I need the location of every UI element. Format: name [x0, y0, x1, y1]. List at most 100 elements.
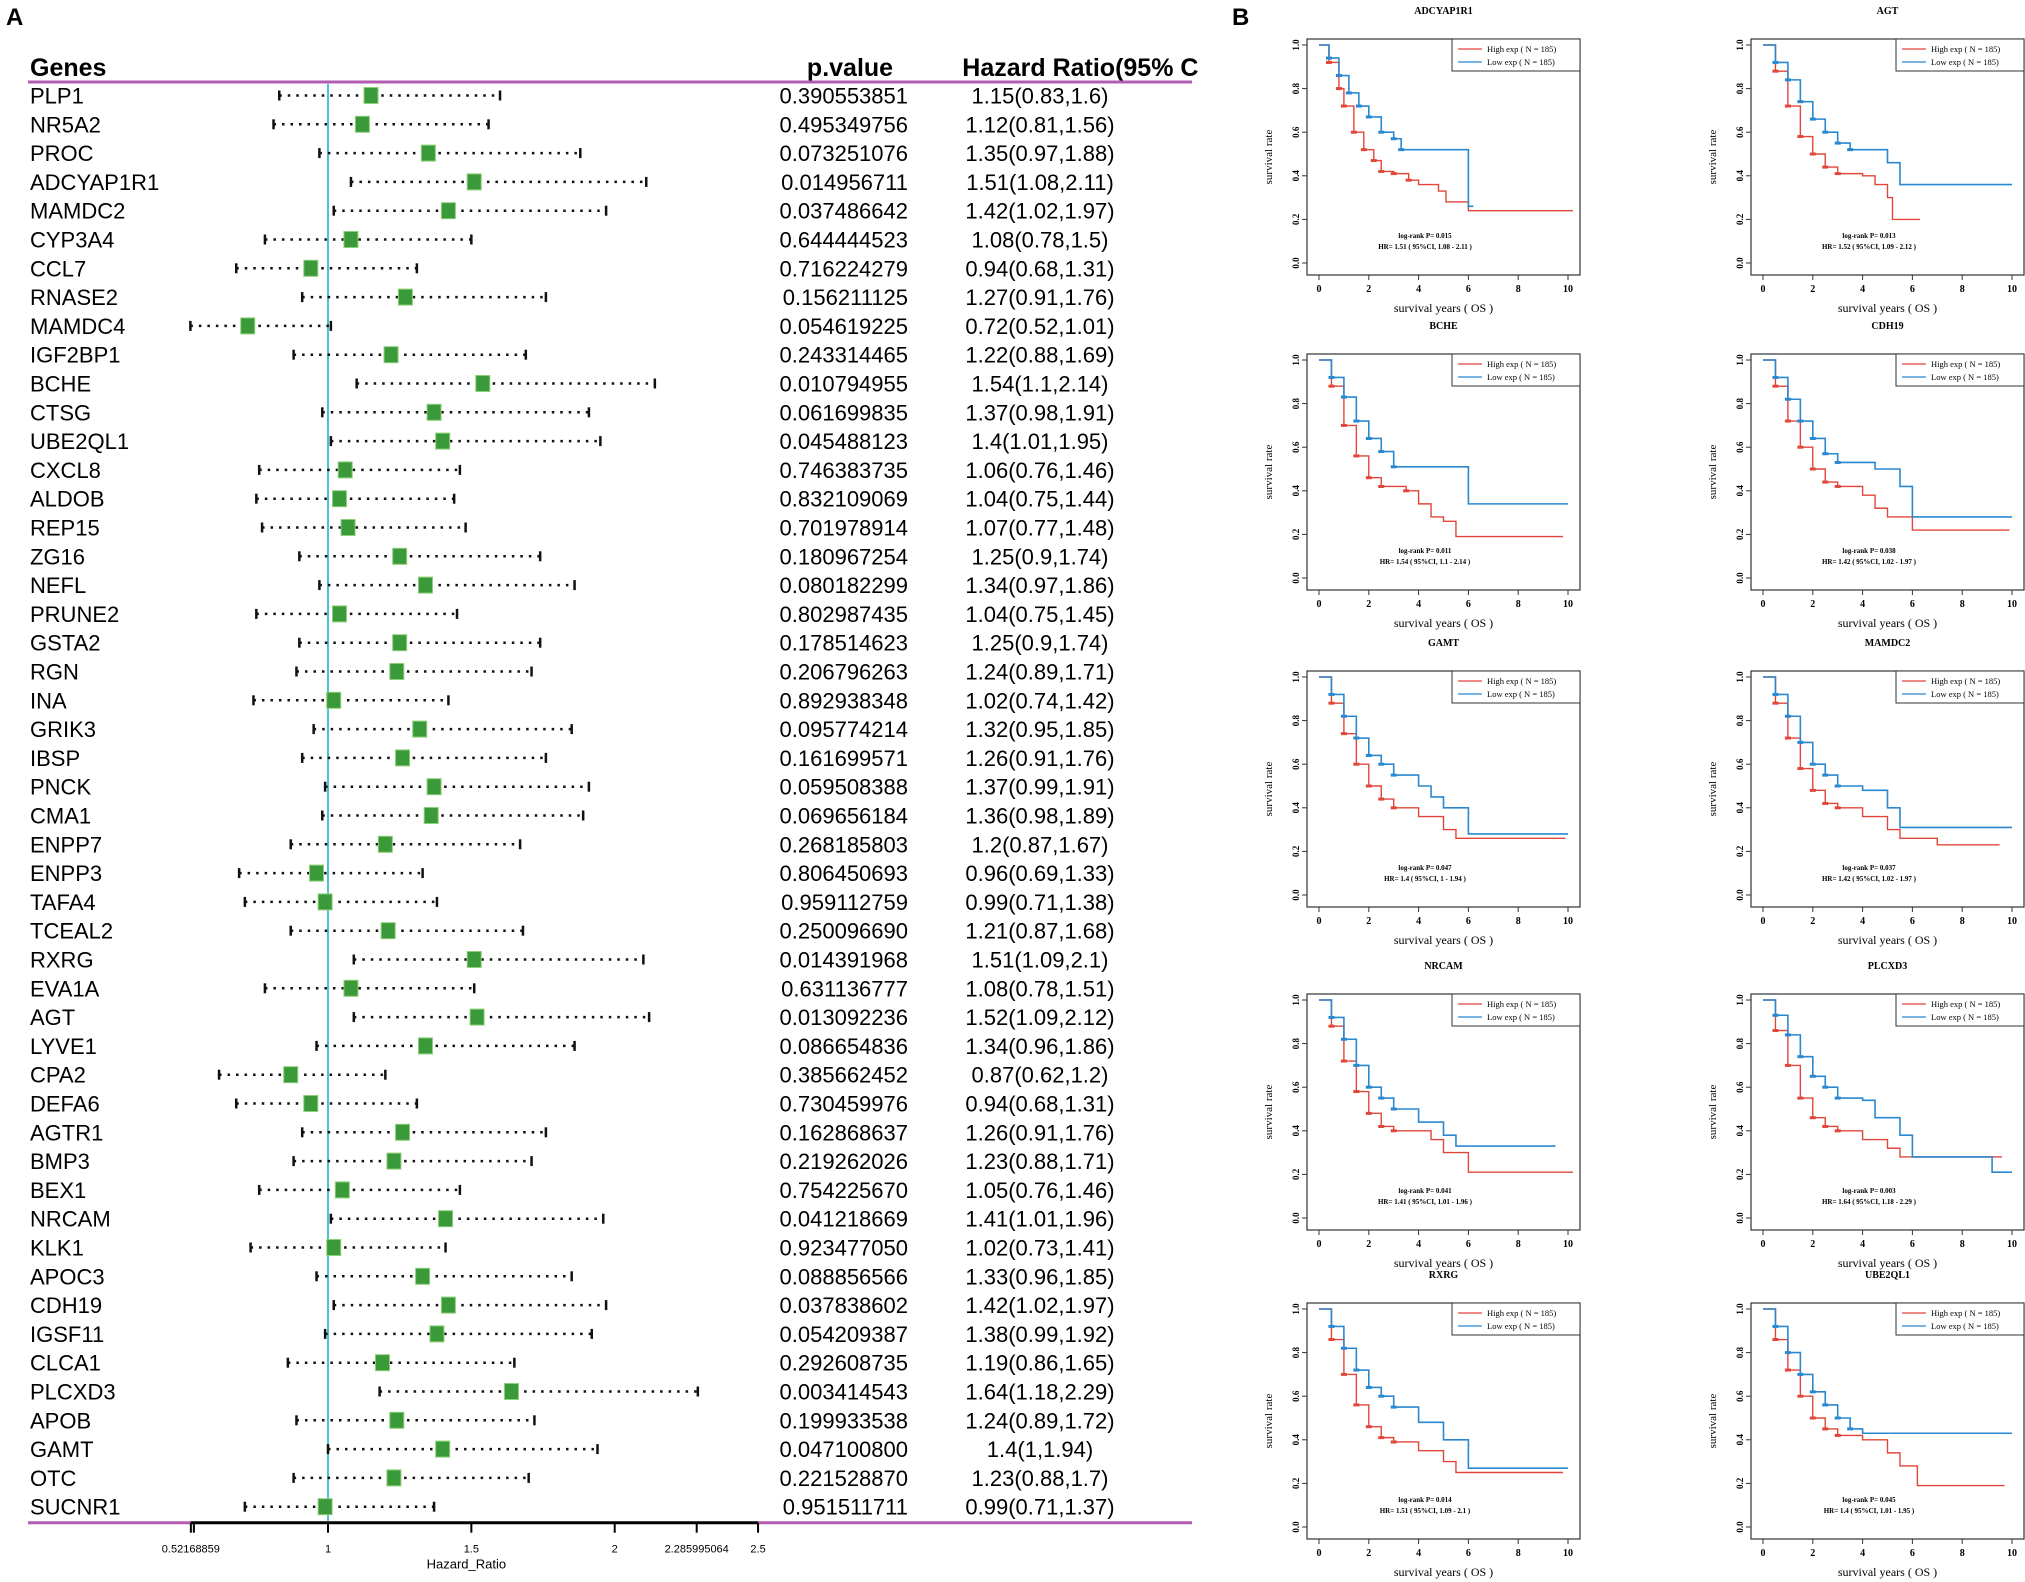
- forest-row: ADCYAP1R1 0.014956711 1.51(1.08,2.11): [30, 170, 1114, 195]
- km-curve-low: [1319, 359, 1568, 505]
- pvalue-cell: 0.959112759: [781, 890, 908, 915]
- pvalue-cell: 0.054619225: [780, 314, 908, 339]
- legend-label: Low exp ( N = 185): [1487, 372, 1555, 382]
- plot-frame: [1306, 993, 1581, 1231]
- y-tick-label: 0.4: [1291, 1434, 1301, 1446]
- x-tick-label: 2: [1810, 599, 1815, 610]
- hr-ci-cell: 1.34(0.97,1.86): [965, 573, 1114, 598]
- gene-label: DEFA6: [30, 1092, 100, 1117]
- hr-ci-cell: 1.02(0.73,1.41): [965, 1236, 1114, 1261]
- y-tick-label: 0.8: [1735, 714, 1745, 726]
- forest-row: CDH19 0.037838602 1.42(1.02,1.97): [30, 1293, 1115, 1318]
- hr-point: [435, 1440, 451, 1458]
- hr-ci-cell: 1.06(0.76,1.46): [965, 458, 1114, 483]
- x-tick-label: 6: [1910, 1548, 1915, 1559]
- hr-point: [354, 115, 370, 133]
- forest-row: CLCA1 0.292608735 1.19(0.86,1.65): [30, 1351, 1115, 1376]
- y-tick-label: 1.0: [1291, 39, 1301, 51]
- x-tick-label: 2: [1810, 1239, 1815, 1250]
- y-tick-label: 0.6: [1291, 441, 1301, 453]
- hr-point: [412, 720, 428, 738]
- y-tick-label: 0.4: [1735, 1434, 1745, 1446]
- hr-point: [283, 1066, 299, 1084]
- logrank-pvalue: log-rank P= 0.047: [1398, 864, 1452, 872]
- hr-ci-cell: 1.37(0.99,1.91): [965, 775, 1114, 800]
- gene-label: BCHE: [30, 372, 91, 397]
- x-axis-title: Hazard_Ratio: [427, 1557, 507, 1572]
- pvalue-cell: 0.923477050: [780, 1236, 908, 1261]
- forest-row: UBE2QL1 0.045488123 1.4(1.01,1.95): [30, 429, 1108, 454]
- x-axis-title: survival years ( OS ): [1838, 301, 1937, 315]
- gene-label: TAFA4: [30, 890, 96, 915]
- hr-point: [317, 1498, 333, 1516]
- gene-label: ENPP3: [30, 861, 102, 886]
- km-curve-high: [1763, 1308, 2005, 1487]
- km-plot-gamt: GAMT 0.0 0.2 0.4 0.6 0.8 1.0 0 2 4 6 8 10 survival ye…: [1263, 638, 1581, 947]
- legend-label: Low exp ( N = 185): [1931, 1012, 1999, 1022]
- panel-a-label: A: [6, 4, 24, 31]
- hazard-ratio-annotation: HR= 1.4 ( 95%CI, 1 - 1.94 ): [1384, 875, 1466, 883]
- x-tick-label: 8: [1960, 599, 1965, 610]
- y-tick-label: 0.0: [1735, 1212, 1745, 1224]
- pvalue-cell: 0.219262026: [780, 1149, 908, 1174]
- y-tick-label: 0.0: [1291, 1212, 1301, 1224]
- x-tick-label: 0.52168859: [162, 1544, 220, 1556]
- forest-row: TCEAL2 0.250096690 1.21(0.87,1.68): [30, 919, 1115, 944]
- gene-label: UBE2QL1: [30, 429, 129, 454]
- y-tick-label: 0.0: [1291, 572, 1301, 584]
- y-tick-label: 0.6: [1291, 1081, 1301, 1093]
- forest-row: BCHE 0.010794955 1.54(1.1,2.14): [30, 372, 1108, 397]
- hr-ci-cell: 1.23(0.88,1.7): [972, 1466, 1109, 1491]
- hr-point: [331, 490, 347, 508]
- gene-label: INA: [30, 688, 67, 713]
- hr-point: [380, 922, 396, 940]
- x-tick-label: 0: [1317, 1239, 1322, 1250]
- km-title: MAMDC2: [1865, 638, 1911, 649]
- hr-point: [397, 288, 413, 306]
- x-tick-label: 10: [1563, 284, 1573, 295]
- y-tick-label: 1.0: [1291, 354, 1301, 366]
- x-tick-label: 0: [1317, 599, 1322, 610]
- forest-row: ZG16 0.180967254 1.25(0.9,1.74): [30, 544, 1108, 569]
- pvalue-cell: 0.088856566: [780, 1264, 908, 1289]
- gene-label: KLK1: [30, 1236, 84, 1261]
- pvalue-cell: 0.095774214: [780, 717, 908, 742]
- forest-row: EVA1A 0.631136777 1.08(0.78,1.51): [30, 976, 1115, 1001]
- y-tick-label: 0.4: [1291, 1125, 1301, 1137]
- pvalue-cell: 0.199933538: [780, 1408, 908, 1433]
- hr-ci-cell: 1.23(0.88,1.71): [965, 1149, 1114, 1174]
- y-tick-label: 0.0: [1735, 572, 1745, 584]
- legend-box: [1895, 670, 2025, 704]
- x-tick-label: 2: [1366, 916, 1371, 927]
- hr-point: [438, 1210, 454, 1228]
- km-title: BCHE: [1429, 321, 1458, 332]
- hr-ci-cell: 1.36(0.98,1.89): [965, 804, 1114, 829]
- y-tick-label: 1.0: [1735, 671, 1745, 683]
- forest-row: IGSF11 0.054209387 1.38(0.99,1.92): [30, 1322, 1115, 1347]
- hr-point: [240, 317, 256, 335]
- pvalue-cell: 0.221528870: [780, 1466, 908, 1491]
- y-axis-title: survival rate: [1707, 762, 1719, 817]
- hr-point: [386, 1152, 402, 1170]
- x-axis-title: survival years ( OS ): [1394, 616, 1493, 630]
- x-tick-label: 0: [1317, 916, 1322, 927]
- y-tick-label: 0.2: [1291, 213, 1301, 225]
- forest-row: AGT 0.013092236 1.52(1.09,2.12): [30, 1005, 1115, 1030]
- pvalue-cell: 0.037486642: [780, 199, 908, 224]
- forest-row: PRUNE2 0.802987435 1.04(0.75,1.45): [30, 602, 1115, 627]
- legend-box: [1451, 38, 1581, 72]
- hr-ci-cell: 0.96(0.69,1.33): [965, 861, 1114, 886]
- x-tick-label: 4: [1860, 916, 1865, 927]
- hr-ci-cell: 1.51(1.09,2.1): [972, 948, 1109, 973]
- x-tick-label: 10: [1563, 1239, 1573, 1250]
- hr-point: [334, 1181, 350, 1199]
- km-plot-ube2ql1: UBE2QL1 0.0 0.2 0.4 0.6 0.8 1.0 0 2 4 6 8 10 survival…: [1707, 1270, 2025, 1579]
- legend-label: High exp ( N = 185): [1487, 359, 1556, 369]
- plot-frame: [1750, 993, 2025, 1231]
- hr-point: [389, 1411, 405, 1429]
- forest-row: DEFA6 0.730459976 0.94(0.68,1.31): [30, 1092, 1115, 1117]
- x-axis-title: survival years ( OS ): [1838, 616, 1937, 630]
- hr-ci-cell: 1.04(0.75,1.45): [965, 602, 1114, 627]
- pvalue-cell: 0.178514623: [780, 631, 908, 656]
- x-tick-label: 1.5: [464, 1544, 479, 1556]
